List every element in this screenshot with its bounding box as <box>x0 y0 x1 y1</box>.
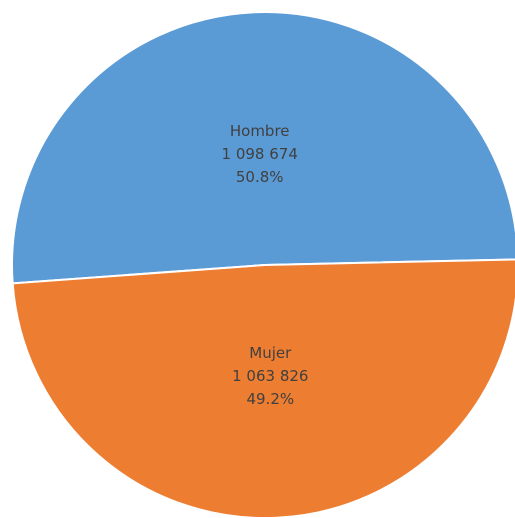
slice-value-label-hombre: 1 098 674 <box>222 145 298 163</box>
slice-name-label-hombre: Hombre <box>230 122 290 140</box>
pie-slices <box>11 11 515 518</box>
pie-labels: Hombre 1 098 674 50.8% Mujer 1 063 826 49.2% <box>222 122 309 408</box>
slice-value-label-mujer: 1 063 826 <box>232 367 308 385</box>
pie-slice-mujer <box>11 258 515 518</box>
slice-name-label-mujer: Mujer <box>249 344 292 362</box>
slice-percent-label-mujer: 49.2% <box>246 390 294 408</box>
slice-percent-label-hombre: 50.8% <box>236 168 284 186</box>
pie-slice-hombre <box>11 11 515 285</box>
